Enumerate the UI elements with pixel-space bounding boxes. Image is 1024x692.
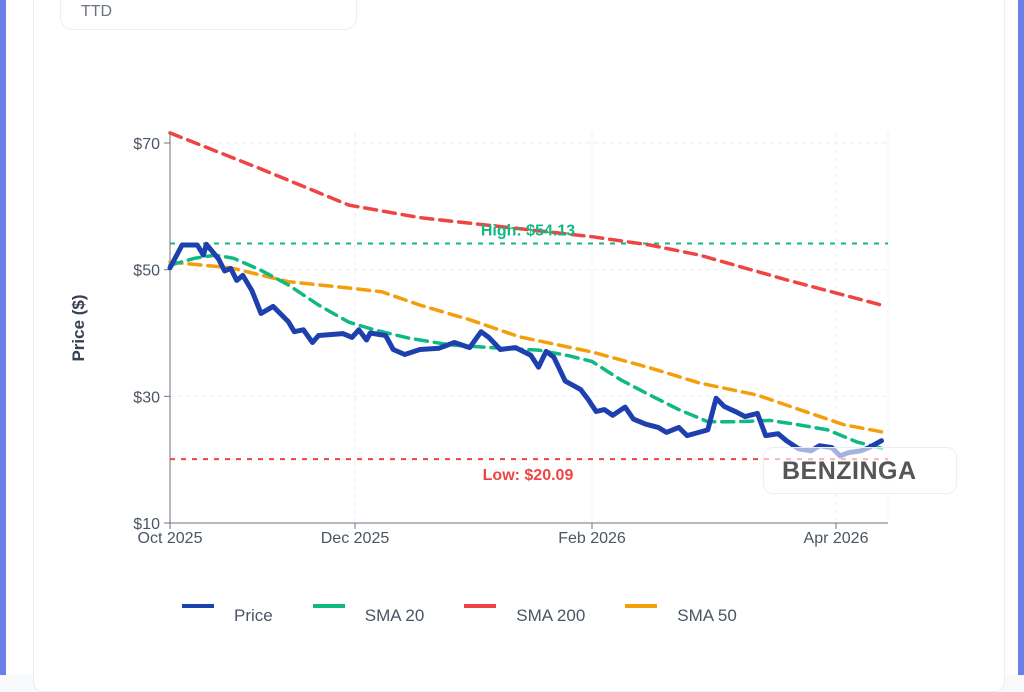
price-chart: $10 $30 $50 $70 Oct 2025 Dec 2025 Feb 2026 Apr … bbox=[69, 131, 889, 547]
legend-item[interactable]: SMA 50 bbox=[625, 600, 737, 626]
legend-swatch bbox=[182, 604, 214, 608]
legend-swatch bbox=[464, 604, 497, 608]
y-tick-label: $70 bbox=[133, 136, 160, 153]
series-line-sma-200 bbox=[168, 131, 884, 307]
y-axis-title: Price ($) bbox=[69, 294, 88, 361]
ticker-symbol: TTD bbox=[81, 3, 113, 20]
legend-label: SMA 50 bbox=[677, 606, 737, 625]
benzinga-watermark: BENZINGA bbox=[763, 447, 957, 494]
legend-label: Price bbox=[234, 606, 273, 625]
legend-item[interactable]: Price bbox=[182, 600, 273, 626]
legend-swatch bbox=[312, 604, 345, 608]
legend-label: SMA 200 bbox=[516, 606, 586, 625]
watermark-text: BENZINGA bbox=[782, 457, 917, 485]
x-tick-label: Oct 2025 bbox=[138, 530, 203, 547]
window-edge-right bbox=[1018, 0, 1024, 675]
x-tick-label: Feb 2026 bbox=[558, 530, 626, 547]
high-label: High: $54.13 bbox=[481, 223, 575, 240]
y-tick-label: $50 bbox=[133, 263, 160, 280]
x-tick-label: Dec 2025 bbox=[321, 530, 390, 547]
legend-item[interactable]: SMA 200 bbox=[464, 600, 585, 626]
legend-label: SMA 20 bbox=[364, 606, 425, 625]
content-panel bbox=[6, 0, 1018, 692]
series-line-sma-50 bbox=[168, 260, 884, 434]
chart-legend: Price SMA 20 SMA 200 SMA 50 bbox=[182, 600, 777, 626]
series-line-price bbox=[167, 241, 884, 459]
ticker-box: TTD bbox=[60, 0, 357, 30]
low-label: Low: $20.09 bbox=[483, 467, 574, 484]
y-tick-label: $10 bbox=[133, 516, 160, 533]
series-line-sma-20 bbox=[168, 253, 884, 451]
x-tick-label: Apr 2026 bbox=[804, 530, 869, 547]
chart-card bbox=[33, 0, 1005, 692]
legend-swatch bbox=[625, 604, 658, 608]
y-tick-label: $30 bbox=[133, 389, 160, 406]
window-edge-left bbox=[0, 0, 6, 675]
legend-item[interactable]: SMA 20 bbox=[312, 600, 425, 626]
